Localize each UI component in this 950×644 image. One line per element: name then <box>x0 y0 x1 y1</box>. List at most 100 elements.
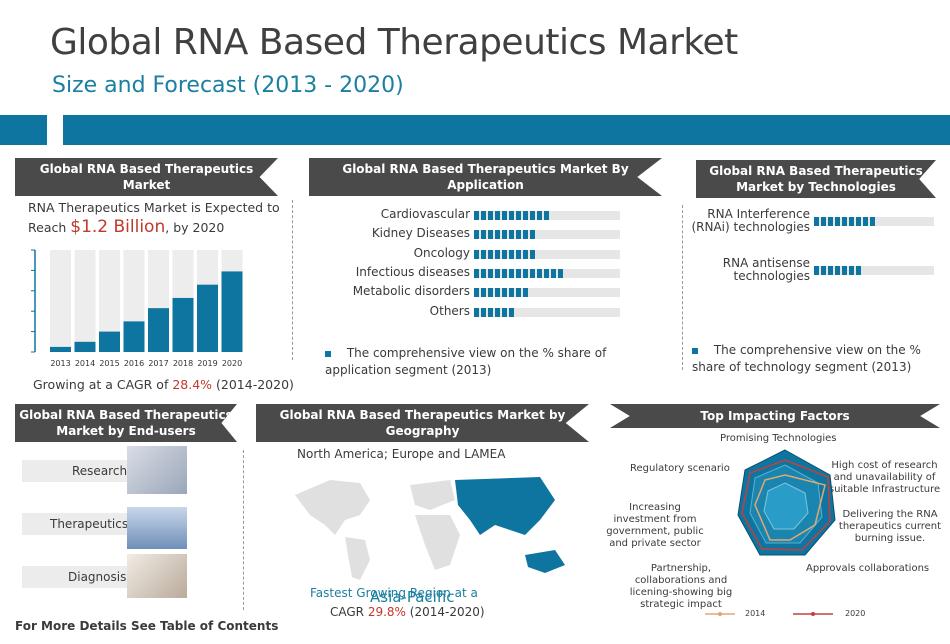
map-europe <box>410 480 455 510</box>
bar-segment <box>530 211 535 220</box>
bar-segment <box>495 268 500 278</box>
bar-row: Oncology <box>330 245 630 266</box>
bar-segment <box>856 217 861 226</box>
bar-2014 <box>74 341 96 352</box>
bar-row: RNA Interference (RNAi) technologies <box>690 205 935 254</box>
bar-segment <box>544 268 549 278</box>
bar-segment <box>544 211 549 220</box>
cagr-suffix: (2014-2020) <box>212 377 294 392</box>
bar-Cardiovascular <box>474 211 549 220</box>
bar-segment <box>516 268 521 278</box>
divider <box>682 205 683 370</box>
application-note-text: The comprehensive view on the % share of… <box>325 346 607 377</box>
bar-segment <box>870 217 875 226</box>
bar-segment <box>502 211 507 220</box>
bar-row: Kidney Diseases <box>330 227 630 246</box>
bar-segment <box>523 211 528 220</box>
bar-segment <box>516 288 521 298</box>
application-header: Global RNA Based Therapeutics Market By … <box>309 158 662 196</box>
bar-track <box>474 230 620 240</box>
technology-bar-chart: RNA Interference (RNAi) technologies RNA … <box>690 205 935 295</box>
bar-Infectious diseases <box>474 268 563 278</box>
bullet-icon <box>325 351 331 357</box>
factor-label: Regulatory scenario <box>630 463 730 474</box>
bar-segment <box>814 266 819 275</box>
bar-segment <box>814 217 819 226</box>
bar-segment <box>474 307 479 317</box>
bar-2015 <box>99 331 120 352</box>
bar-segment <box>537 268 542 278</box>
bar-segment <box>516 211 521 220</box>
x-tick-label: 2016 <box>124 359 144 368</box>
x-tick-label: 2014 <box>75 359 95 368</box>
enduser-row-diagnosis <box>22 566 127 588</box>
factor-label: Partnership, collaborations and licening… <box>629 563 733 610</box>
bar-segment <box>523 288 528 298</box>
bar-track <box>814 266 934 275</box>
bar-track <box>50 250 71 352</box>
bar-segment <box>474 230 479 240</box>
divider <box>292 200 293 360</box>
bar-segment <box>509 211 514 220</box>
bar-segment <box>530 230 535 240</box>
geography-highlight: Asia-Pacific <box>370 588 455 606</box>
geography-cagr: CAGR 29.8% (2014-2020) <box>330 605 485 619</box>
footer-link[interactable]: For More Details See Table of Contents <box>15 619 279 633</box>
bar-row: Cardiovascular <box>330 208 630 227</box>
category-label: Cardiovascular <box>380 207 470 221</box>
bar-segment <box>495 307 500 317</box>
x-tick-label: 2017 <box>148 359 168 368</box>
bar-segment <box>551 268 556 278</box>
map-asia-pacific <box>455 477 555 535</box>
x-tick-label: 2015 <box>99 359 119 368</box>
bar-track <box>814 217 934 226</box>
x-tick-label: 2013 <box>50 359 70 368</box>
bar-Metabolic disorders <box>474 288 528 298</box>
bar-segment <box>474 288 479 298</box>
bar-segment <box>481 288 486 298</box>
bar-RNA Interference (RNAi) technologies <box>814 217 875 226</box>
cagr-value: 28.4% <box>172 377 213 392</box>
bar-segment <box>502 268 507 278</box>
bar-segment <box>481 230 486 240</box>
bar-segment <box>495 249 500 259</box>
category-label: Oncology <box>413 245 470 260</box>
bar-track <box>474 268 620 278</box>
bar-segment <box>502 230 507 240</box>
bar-segment <box>502 288 507 298</box>
reach-suffix: , by 2020 <box>165 220 225 235</box>
market-line1: RNA Therapeutics Market is Expected to <box>28 200 280 215</box>
category-label: Kidney Diseases <box>371 226 470 241</box>
bar-segment <box>481 211 486 220</box>
technology-note-text: The comprehensive view on the % share of… <box>692 343 921 374</box>
bar-segment <box>488 268 493 278</box>
market-reach-line: Reach $1.2 Billion, by 2020 <box>28 217 224 237</box>
factor-label: Promising Technologies <box>720 433 837 444</box>
legend-2014-swatch <box>705 612 735 616</box>
market-bar-chart: 2013 2014 2015 2016 2017 2018 2019 2020 <box>31 249 243 368</box>
x-tick-label: 2019 <box>197 359 217 368</box>
bar-segment <box>509 288 514 298</box>
bar-segment <box>488 307 493 317</box>
bar-2013 <box>50 346 71 352</box>
category-label: Infectious diseases <box>355 264 470 279</box>
research-photo <box>127 446 187 494</box>
bar-segment <box>530 268 535 278</box>
page-subtitle: Size and Forecast (2013 - 2020) <box>52 73 404 98</box>
geography-line1: Fastest Growing Region at a <box>310 586 478 600</box>
geography-regions: North America; Europe and LAMEA <box>297 447 506 461</box>
radar-web-inner <box>763 482 809 530</box>
market-header: Global RNA Based Therapeutics Market <box>15 158 278 196</box>
bar-track <box>474 249 620 259</box>
bar-segment <box>537 211 542 220</box>
bar-segment <box>495 230 500 240</box>
bar-segment <box>495 211 500 220</box>
bar-row: RNA antisense technologies <box>690 254 935 303</box>
bar-segment <box>481 307 486 317</box>
title-band-right <box>63 115 950 145</box>
bar-segment <box>488 249 493 259</box>
bar-segment <box>828 217 833 226</box>
bar-segment <box>842 217 847 226</box>
bar-segment <box>835 266 840 275</box>
bar-2019 <box>197 284 218 352</box>
